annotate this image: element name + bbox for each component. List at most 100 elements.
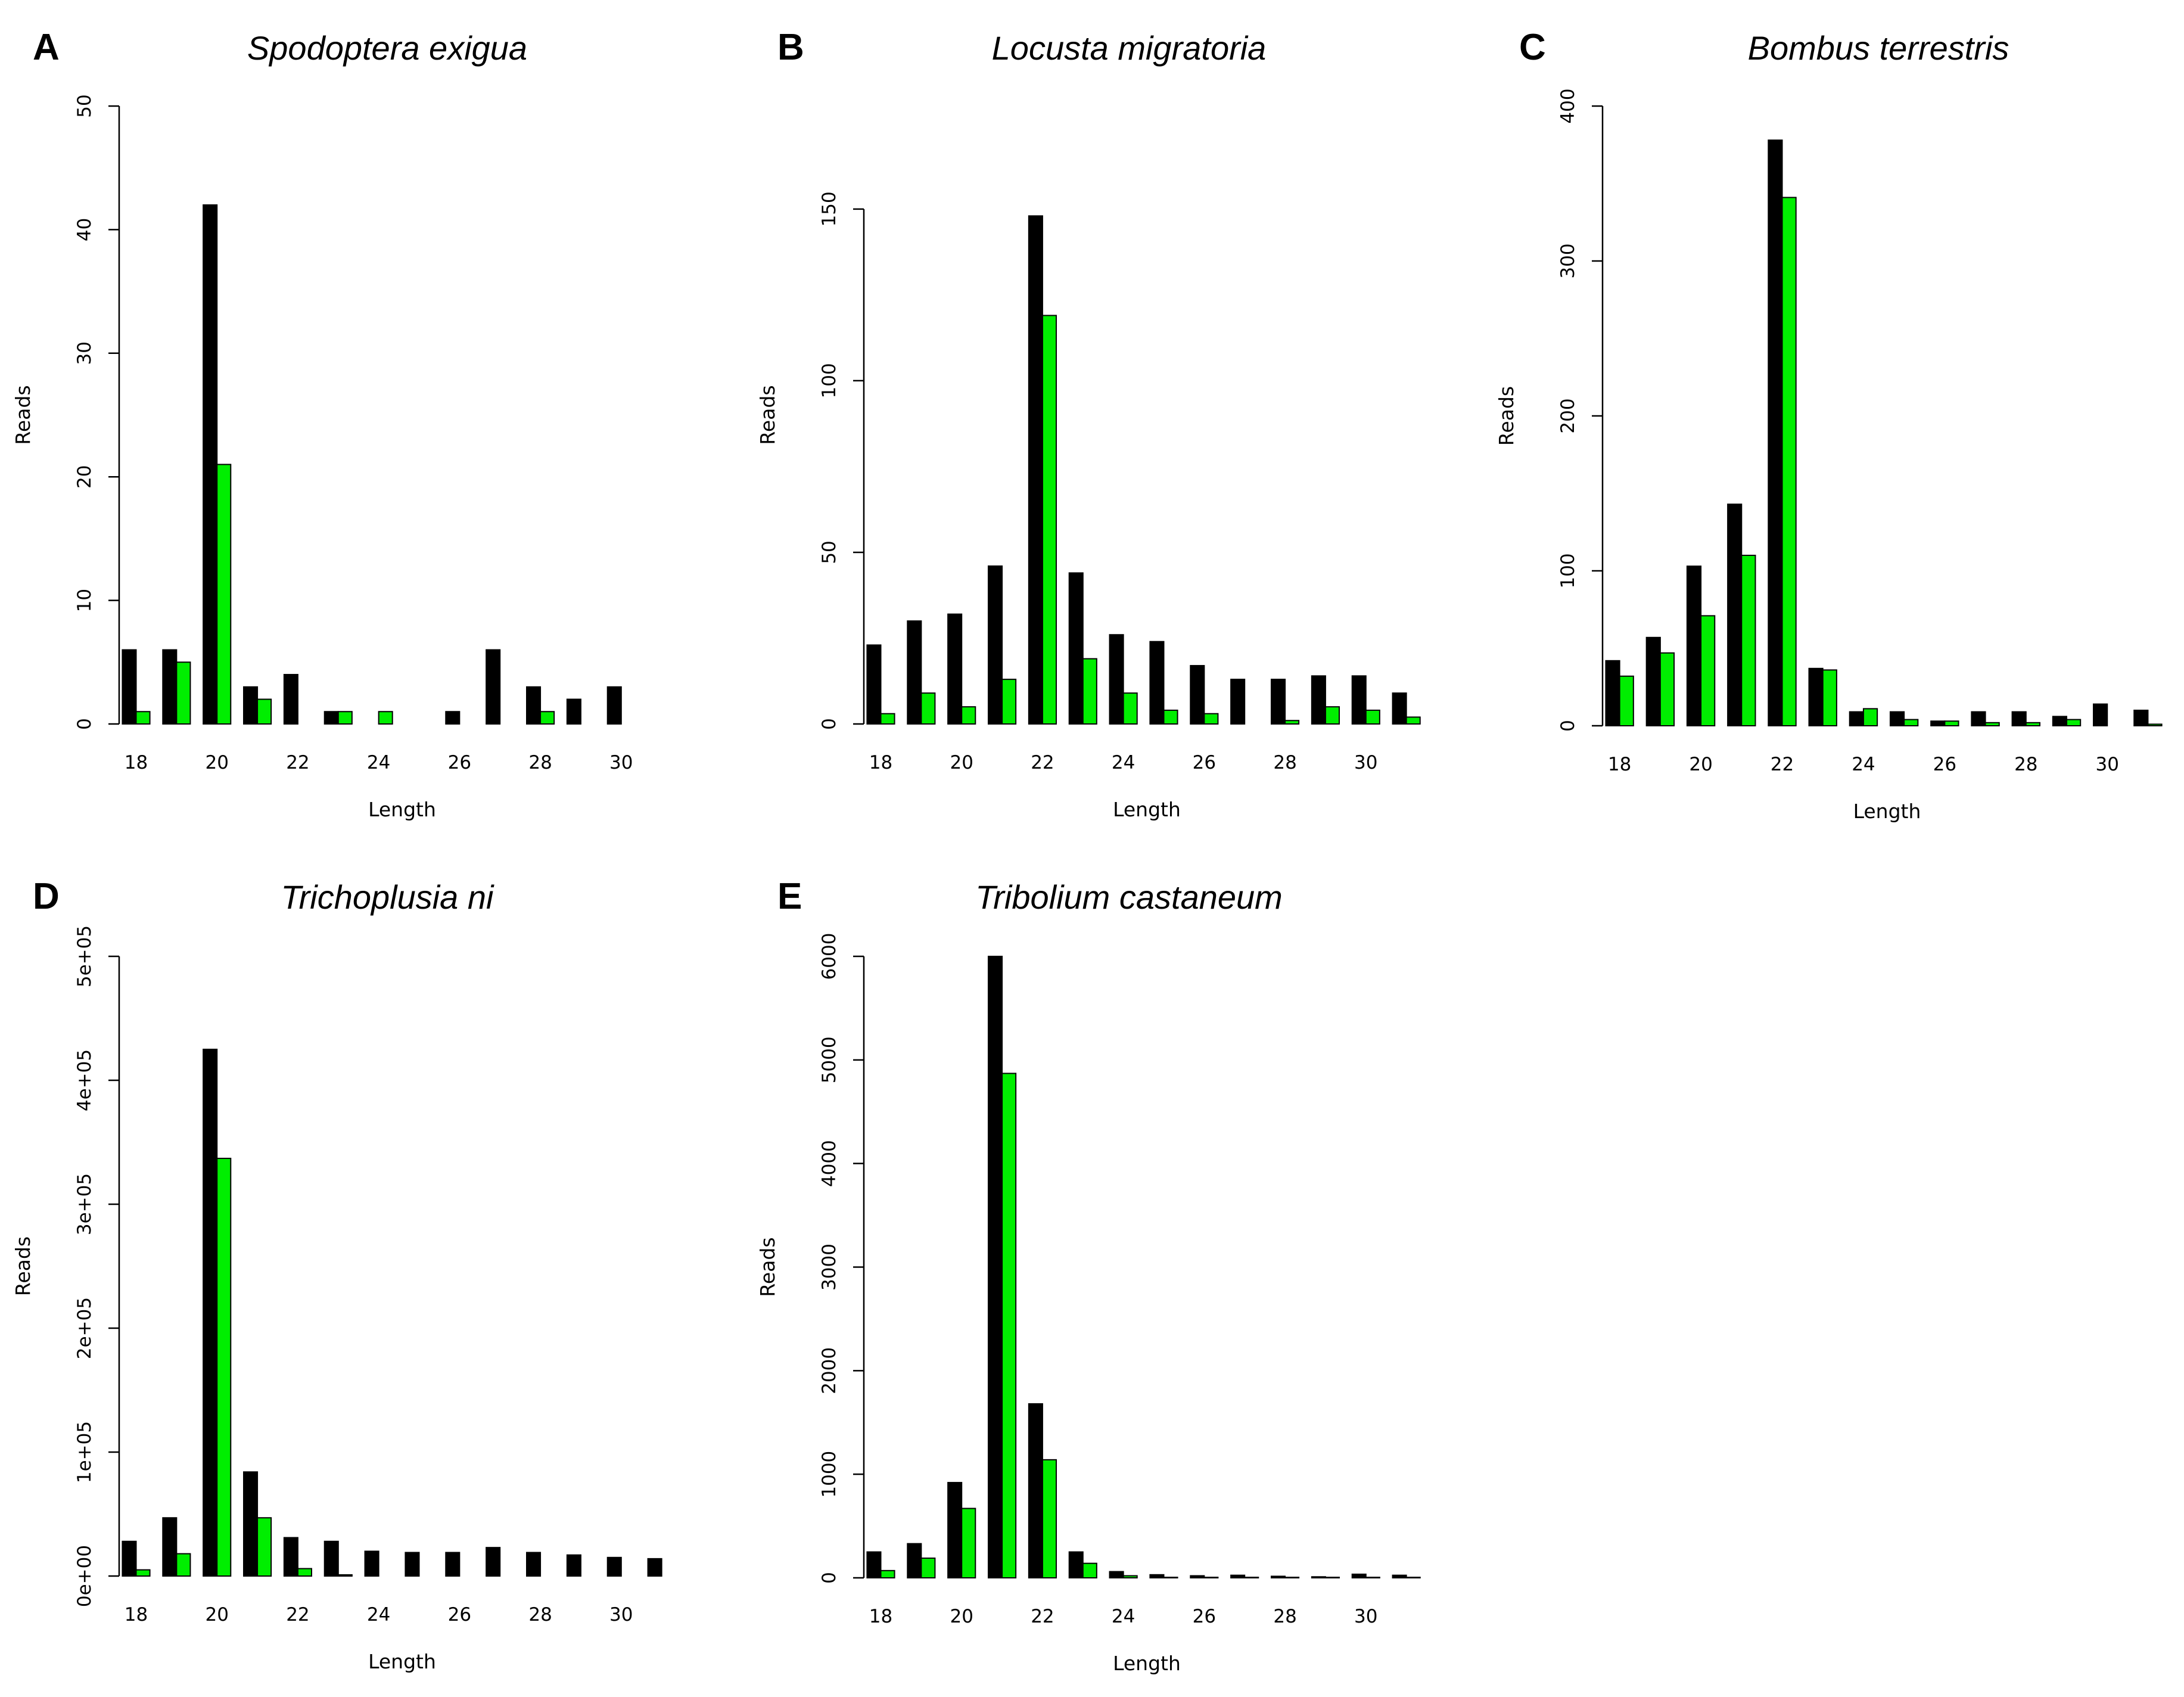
- bar-series2-22: [1041, 1459, 1057, 1579]
- chart-title: Spodoptera exigua: [247, 29, 527, 67]
- bar-series1-29: [1311, 675, 1326, 725]
- bar-series1-31: [647, 1558, 662, 1577]
- y-tick-label: 30: [74, 341, 95, 365]
- y-tick-label: 2000: [819, 1347, 840, 1394]
- chart-title: Bombus terrestris: [1748, 29, 2009, 67]
- bar-series2-18: [1619, 675, 1634, 727]
- bar-series2-25: [1163, 709, 1178, 725]
- bar-series2-28: [1284, 720, 1300, 725]
- bar-series1-25: [1889, 711, 1905, 726]
- y-tick-label: 1000: [819, 1451, 840, 1498]
- bar-series2-24: [1122, 692, 1138, 725]
- bar-series2-20: [961, 706, 976, 725]
- x-tick-label: 30: [1354, 1606, 1377, 1627]
- bar-series2-19: [1659, 652, 1675, 727]
- y-tick-label: 5000: [819, 1036, 840, 1083]
- y-tick-label: 6000: [819, 933, 840, 980]
- bar-series2-28: [540, 711, 555, 725]
- bar-series1-28: [1271, 1575, 1286, 1579]
- y-tick-label: 0: [74, 718, 95, 730]
- bar-series2-23: [1822, 669, 1837, 727]
- y-tick-label: 200: [1557, 398, 1579, 433]
- bar-series2-22: [1041, 315, 1057, 725]
- bar-series2-29: [1324, 706, 1340, 725]
- chart-title: Locusta migratoria: [992, 29, 1267, 67]
- bar-series1-31: [2133, 710, 2149, 726]
- bar-series2-26: [1203, 1577, 1219, 1579]
- bar-series2-28: [2025, 722, 2040, 727]
- bar-series2-26: [1203, 713, 1219, 725]
- bar-series1-20: [947, 1482, 963, 1578]
- bar-series2-27: [1244, 1577, 1259, 1579]
- bar-series2-23: [1082, 658, 1097, 725]
- bar-series2-23: [337, 711, 353, 725]
- bar-series2-24: [1122, 1575, 1138, 1579]
- bar-series1-27: [1230, 679, 1246, 725]
- bar-series1-21: [243, 686, 259, 725]
- bar-series1-20: [203, 1049, 218, 1577]
- bar-series1-22: [283, 674, 298, 725]
- y-tick-label: 400: [1557, 88, 1579, 123]
- y-axis-label: Reads: [756, 385, 779, 445]
- y-tick-label: 100: [819, 363, 840, 398]
- bar-series1-21: [988, 565, 1003, 725]
- bar-series1-30: [606, 686, 622, 725]
- bar-series1-27: [1971, 711, 1986, 726]
- bar-series1-21: [243, 1471, 259, 1577]
- x-axis-label: Length: [1113, 798, 1181, 821]
- bar-series1-25: [1149, 1574, 1165, 1578]
- bar-series2-23: [337, 1574, 353, 1577]
- x-tick-label: 30: [609, 1604, 633, 1625]
- bar-series1-30: [606, 1556, 622, 1577]
- x-tick-label: 24: [1852, 754, 1875, 775]
- y-tick-label: 0e+00: [74, 1545, 95, 1607]
- y-tick-label: 4000: [819, 1140, 840, 1187]
- bar-series1-31: [1392, 692, 1407, 725]
- bar-series1-26: [1930, 720, 1946, 726]
- bar-series1-26: [1190, 665, 1205, 725]
- bar-series2-20: [961, 1508, 976, 1579]
- bar-series2-29: [1324, 1577, 1340, 1579]
- bar-series1-23: [323, 711, 339, 725]
- x-axis-label: Length: [1853, 800, 1921, 823]
- x-tick-label: 18: [869, 1606, 892, 1627]
- bar-series1-29: [2052, 716, 2068, 727]
- x-tick-label: 20: [950, 1606, 973, 1627]
- y-tick-label: 3000: [819, 1244, 840, 1291]
- bar-series2-18: [135, 1569, 151, 1577]
- bar-series1-20: [1686, 565, 1702, 726]
- bar-series1-27: [1230, 1574, 1246, 1578]
- bar-series2-30: [1365, 709, 1380, 725]
- bar-series1-20: [947, 613, 963, 725]
- y-tick-label: 40: [74, 218, 95, 241]
- y-tick-label: 5e+05: [74, 925, 95, 987]
- x-tick-label: 28: [2014, 754, 2037, 775]
- panel-letter: C: [1519, 27, 1546, 68]
- x-tick-label: 22: [286, 1604, 309, 1625]
- bar-series1-22: [283, 1537, 298, 1577]
- chart-title: Tribolium castaneum: [975, 878, 1283, 916]
- x-tick-label: 24: [367, 752, 390, 773]
- y-tick-label: 150: [819, 191, 840, 226]
- bar-series1-19: [907, 1543, 922, 1579]
- x-tick-label: 24: [1112, 1606, 1135, 1627]
- bar-series2-20: [216, 1158, 232, 1577]
- bar-series1-24: [1849, 711, 1864, 726]
- bar-series2-19: [176, 1553, 191, 1577]
- bar-series1-18: [866, 1551, 882, 1579]
- bar-series1-25: [405, 1552, 420, 1577]
- x-tick-label: 20: [1689, 754, 1712, 775]
- bar-series2-24: [1862, 708, 1878, 727]
- bar-series1-22: [1028, 1403, 1043, 1578]
- bar-series1-23: [323, 1540, 339, 1577]
- bar-series1-19: [907, 620, 922, 725]
- bar-series2-19: [176, 661, 191, 725]
- bar-series1-29: [566, 698, 581, 725]
- bar-series2-20: [1700, 615, 1716, 727]
- bar-series1-23: [1068, 572, 1084, 725]
- bar-series2-28: [1284, 1577, 1300, 1579]
- x-tick-label: 20: [205, 1604, 228, 1625]
- bar-series1-27: [486, 649, 501, 725]
- y-tick-label: 10: [74, 589, 95, 612]
- bar-series2-31: [1405, 1577, 1421, 1579]
